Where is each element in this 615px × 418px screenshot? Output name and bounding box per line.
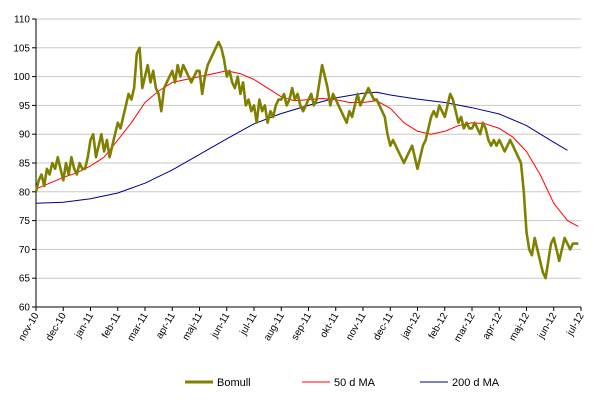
y-tick-label: 85: [19, 159, 31, 170]
x-tick-label: jan-12: [399, 311, 423, 342]
x-tick-label: mar-11: [126, 311, 151, 344]
x-tick-label: jul-11: [238, 311, 260, 338]
x-tick-labels: nov-10 dec-10 jan-11 feb-11 mar-11 apr-11 maj-…: [17, 311, 587, 344]
y-tick-label: 75: [19, 216, 31, 227]
legend-label-200-d-ma: 200 d MA: [452, 377, 500, 389]
series-line-bomull: [34, 40, 579, 280]
y-tick-label: 80: [19, 187, 31, 198]
legend-label-50-d-ma: 50 d MA: [334, 377, 376, 389]
axes: [32, 18, 582, 311]
y-tick-label: 60: [19, 303, 31, 314]
y-tick-label: 70: [19, 245, 31, 256]
y-tick-label: 95: [19, 101, 31, 112]
x-tick-label: jun-12: [535, 311, 559, 342]
x-tick-label: nov-10: [17, 311, 42, 343]
y-tick-label: 65: [19, 274, 31, 285]
x-tick-label: sep-11: [290, 311, 315, 343]
x-tick-label: nov-11: [344, 311, 369, 343]
y-tick-label: 110: [14, 15, 30, 26]
y-tick-label: 90: [19, 130, 31, 141]
legend: Bomull 50 d MA 200 d MA: [185, 377, 500, 389]
x-tick-label: apr-12: [481, 311, 505, 342]
x-tick-label: feb-12: [427, 311, 451, 341]
x-tick-label: dec-11: [371, 311, 396, 343]
x-tick-label: apr-11: [154, 311, 178, 341]
y-tick-label: 105: [13, 43, 30, 54]
series-lines: [34, 40, 579, 280]
x-tick-label: aug-11: [262, 311, 287, 343]
x-tick-label: maj-11: [181, 311, 206, 343]
x-tick-label: dec-10: [44, 311, 69, 343]
x-tick-label: feb-11: [100, 311, 124, 341]
y-tick-label: 100: [13, 72, 30, 83]
x-tick-label: maj-12: [507, 311, 532, 343]
x-tick-label: okt-11: [318, 311, 341, 340]
x-tick-label: jul-12: [564, 311, 586, 339]
y-tick-labels: 60 65 70 75 80 85 90 95 100 105 110: [13, 15, 30, 314]
series-line-200-d-ma: [35, 91, 568, 204]
x-tick-label: jun-11: [209, 311, 233, 341]
legend-label-bomull: Bomull: [217, 377, 251, 389]
x-tick-label: mar-12: [452, 311, 478, 344]
x-tick-label: jan-11: [73, 311, 97, 341]
